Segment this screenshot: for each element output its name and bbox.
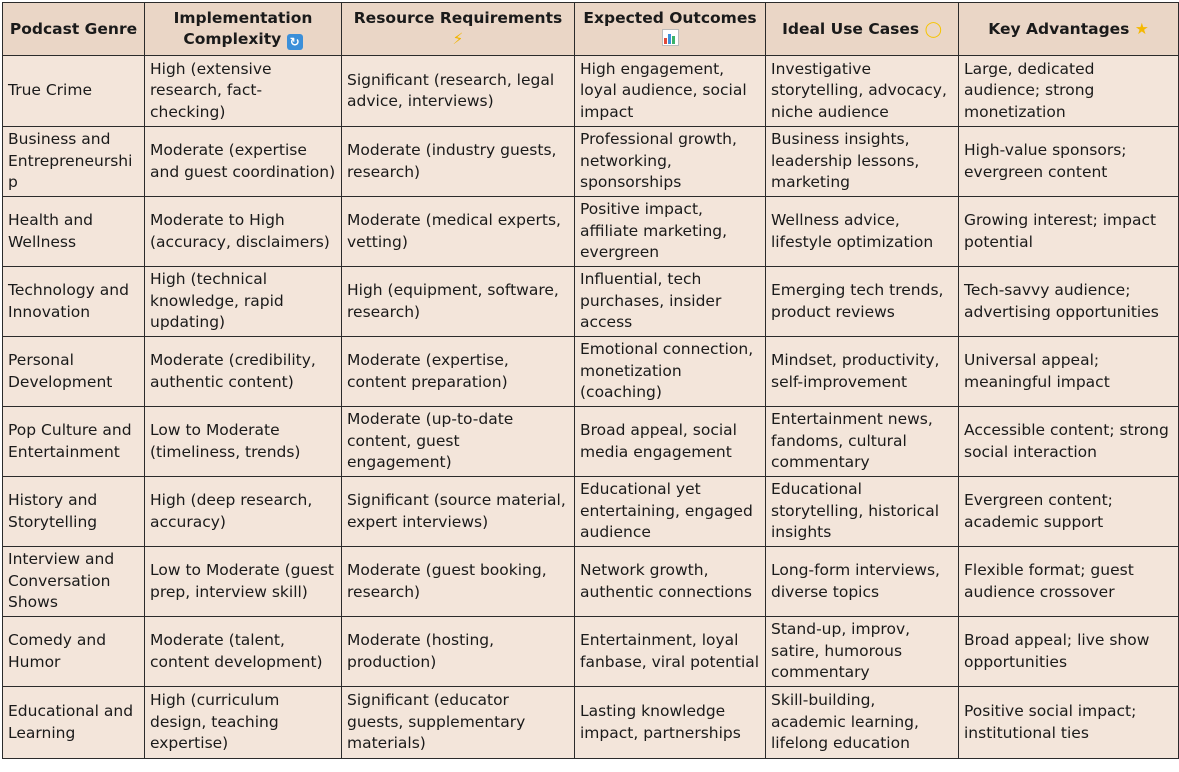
table-row: Health and Wellness Moderate to High (ac… [2, 196, 1179, 267]
cell-outcomes: Network growth, authentic connections [574, 546, 766, 617]
cell-use-cases: Business insights, leadership lessons, m… [765, 126, 959, 197]
cell-use-cases: Wellness advice, lifestyle optimization [765, 196, 959, 267]
table-row: Comedy and Humor Moderate (talent, conte… [2, 616, 1179, 687]
table-row: Business and Entrepreneurship Moderate (… [2, 126, 1179, 197]
cell-advantages: Universal appeal; meaningful impact [958, 336, 1179, 407]
cell-genre: History and Storytelling [2, 476, 145, 547]
cell-complexity: High (curriculum design, teaching expert… [144, 686, 342, 759]
cell-advantages: Tech-savvy audience; advertising opportu… [958, 266, 1179, 337]
cell-advantages: Large, dedicated audience; strong moneti… [958, 55, 1179, 127]
header-implementation-complexity: Implementation Complexity ↻ [144, 2, 342, 56]
table-row: Pop Culture and Entertainment Low to Mod… [2, 406, 1179, 477]
cell-genre: Business and Entrepreneurship [2, 126, 145, 197]
cell-outcomes: Broad appeal, social media engagement [574, 406, 766, 477]
cell-complexity: Moderate to High (accuracy, disclaimers) [144, 196, 342, 267]
cell-outcomes: Professional growth, networking, sponsor… [574, 126, 766, 197]
cell-complexity: High (extensive research, fact-checking) [144, 55, 342, 127]
cell-use-cases: Entertainment news, fandoms, cultural co… [765, 406, 959, 477]
cell-advantages: Positive social impact; institutional ti… [958, 686, 1179, 759]
cell-resources: Significant (educator guests, supplement… [341, 686, 575, 759]
cell-genre: Technology and Innovation [2, 266, 145, 337]
bar-chart-icon [661, 29, 679, 46]
cell-resources: Moderate (expertise, content preparation… [341, 336, 575, 407]
cell-genre: Health and Wellness [2, 196, 145, 267]
cell-outcomes: Emotional connection, monetization (coac… [574, 336, 766, 407]
cell-complexity: Low to Moderate (timeliness, trends) [144, 406, 342, 477]
cell-use-cases: Skill-building, academic learning, lifel… [765, 686, 959, 759]
header-key-advantages: Key Advantages ★ [958, 2, 1179, 56]
cell-use-cases: Stand-up, improv, satire, humorous comme… [765, 616, 959, 687]
header-podcast-genre: Podcast Genre [2, 2, 145, 56]
cell-outcomes: Entertainment, loyal fanbase, viral pote… [574, 616, 766, 687]
star-icon: ★ [1134, 19, 1149, 38]
refresh-icon: ↻ [286, 34, 303, 50]
cell-genre: True Crime [2, 55, 145, 127]
cell-complexity: Moderate (credibility, authentic content… [144, 336, 342, 407]
cell-use-cases: Investigative storytelling, advocacy, ni… [765, 55, 959, 127]
cell-resources: Moderate (up-to-date content, guest enga… [341, 406, 575, 477]
table-row: Personal Development Moderate (credibili… [2, 336, 1179, 407]
table-row: Technology and Innovation High (technica… [2, 266, 1179, 337]
cell-resources: Significant (source material, expert int… [341, 476, 575, 547]
cell-complexity: Moderate (expertise and guest coordinati… [144, 126, 342, 197]
cell-complexity: Low to Moderate (guest prep, interview s… [144, 546, 342, 617]
cell-advantages: Accessible content; strong social intera… [958, 406, 1179, 477]
cell-outcomes: High engagement, loyal audience, social … [574, 55, 766, 127]
cell-genre: Comedy and Humor [2, 616, 145, 687]
cell-resources: High (equipment, software, research) [341, 266, 575, 337]
cell-resources: Moderate (guest booking, research) [341, 546, 575, 617]
cell-resources: Significant (research, legal advice, int… [341, 55, 575, 127]
cell-genre: Pop Culture and Entertainment [2, 406, 145, 477]
cell-genre: Educational and Learning [2, 686, 145, 759]
table-row: Interview and Conversation Shows Low to … [2, 546, 1179, 617]
cell-use-cases: Emerging tech trends, product reviews [765, 266, 959, 337]
cell-use-cases: Mindset, productivity, self-improvement [765, 336, 959, 407]
cell-use-cases: Long-form interviews, diverse topics [765, 546, 959, 617]
cell-use-cases: Educational storytelling, historical ins… [765, 476, 959, 547]
podcast-genre-table: Podcast Genre Implementation Complexity … [2, 2, 1179, 759]
lightbulb-icon: ◯ [924, 19, 942, 38]
cell-resources: Moderate (industry guests, research) [341, 126, 575, 197]
header-row: Podcast Genre Implementation Complexity … [2, 2, 1179, 56]
cell-advantages: Broad appeal; live show opportunities [958, 616, 1179, 687]
cell-complexity: High (technical knowledge, rapid updatin… [144, 266, 342, 337]
header-resource-requirements: Resource Requirements ⚡︎ [341, 2, 575, 56]
table-row: Educational and Learning High (curriculu… [2, 686, 1179, 759]
table-row: History and Storytelling High (deep rese… [2, 476, 1179, 547]
cell-outcomes: Educational yet entertaining, engaged au… [574, 476, 766, 547]
cell-complexity: Moderate (talent, content development) [144, 616, 342, 687]
cell-outcomes: Positive impact, affiliate marketing, ev… [574, 196, 766, 267]
table-row: True Crime High (extensive research, fac… [2, 55, 1179, 127]
cell-complexity: High (deep research, accuracy) [144, 476, 342, 547]
cell-advantages: Growing interest; impact potential [958, 196, 1179, 267]
header-expected-outcomes: Expected Outcomes [574, 2, 766, 56]
cell-resources: Moderate (hosting, production) [341, 616, 575, 687]
lightning-icon: ⚡︎ [452, 30, 464, 48]
cell-genre: Personal Development [2, 336, 145, 407]
cell-outcomes: Lasting knowledge impact, partnerships [574, 686, 766, 759]
cell-resources: Moderate (medical experts, vetting) [341, 196, 575, 267]
cell-advantages: Evergreen content; academic support [958, 476, 1179, 547]
header-ideal-use-cases: Ideal Use Cases ◯ [765, 2, 959, 56]
cell-advantages: High-value sponsors; evergreen content [958, 126, 1179, 197]
cell-genre: Interview and Conversation Shows [2, 546, 145, 617]
cell-advantages: Flexible format; guest audience crossove… [958, 546, 1179, 617]
cell-outcomes: Influential, tech purchases, insider acc… [574, 266, 766, 337]
